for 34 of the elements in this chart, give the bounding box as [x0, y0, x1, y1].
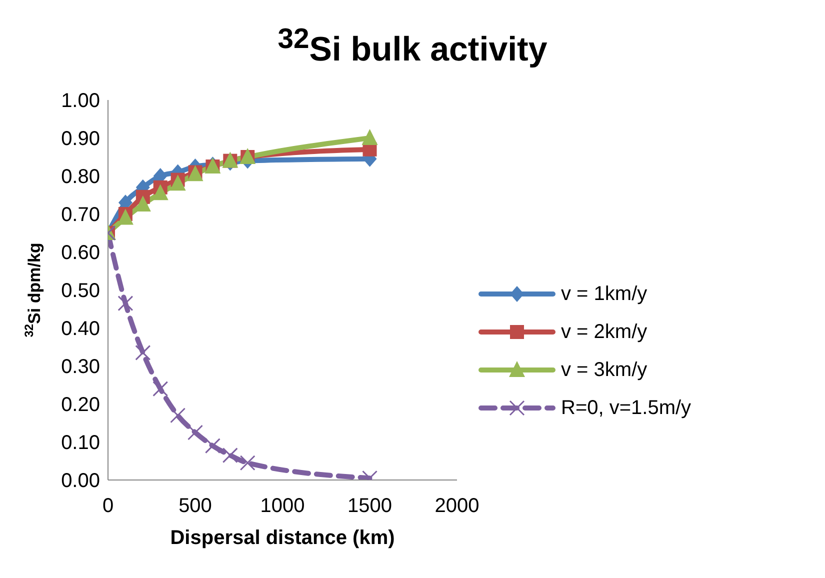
- y-tick-label: 0.80: [61, 166, 100, 188]
- y-tick-label: 0.60: [61, 242, 100, 264]
- legend-label: v = 2km/y: [561, 320, 648, 344]
- x-axis-title: Dispersal distance (km): [170, 527, 395, 549]
- point: [170, 408, 186, 424]
- x-tick-label: 1000: [260, 495, 305, 518]
- legend-label: v = 3km/y: [561, 358, 648, 382]
- point: [170, 174, 186, 191]
- y-tick-label: 0.90: [61, 128, 100, 150]
- point: [117, 208, 134, 225]
- point: [118, 296, 134, 312]
- point: [188, 424, 203, 440]
- y-tick-label: 0.40: [61, 318, 100, 340]
- legend-label: v = 1km/y: [561, 282, 648, 306]
- legend-label: R=0, v=1.5m/y: [561, 396, 692, 420]
- x-tick-label: 0: [102, 495, 114, 518]
- point: [362, 129, 378, 145]
- point: [152, 381, 168, 397]
- y-tick-label: 0.00: [61, 470, 100, 492]
- point: [204, 438, 220, 454]
- y-tick-label: 0.70: [61, 204, 100, 226]
- point: [152, 184, 168, 200]
- point: [240, 455, 256, 471]
- chart-title: $^{32}$Si bulk activity: [276, 22, 548, 70]
- y-tick-label: 0.20: [61, 394, 100, 416]
- y-tick-label: 0.10: [61, 432, 100, 454]
- point: [222, 448, 238, 464]
- y-tick-label: 0.30: [61, 356, 100, 378]
- y-tick-label: 1.00: [61, 90, 100, 112]
- x-tick-label: 500: [178, 495, 212, 518]
- x-tick-label: 1500: [348, 495, 392, 518]
- x-tick-label: 2000: [434, 495, 480, 518]
- point: [135, 344, 151, 360]
- y-tick-label: 0.50: [61, 280, 100, 302]
